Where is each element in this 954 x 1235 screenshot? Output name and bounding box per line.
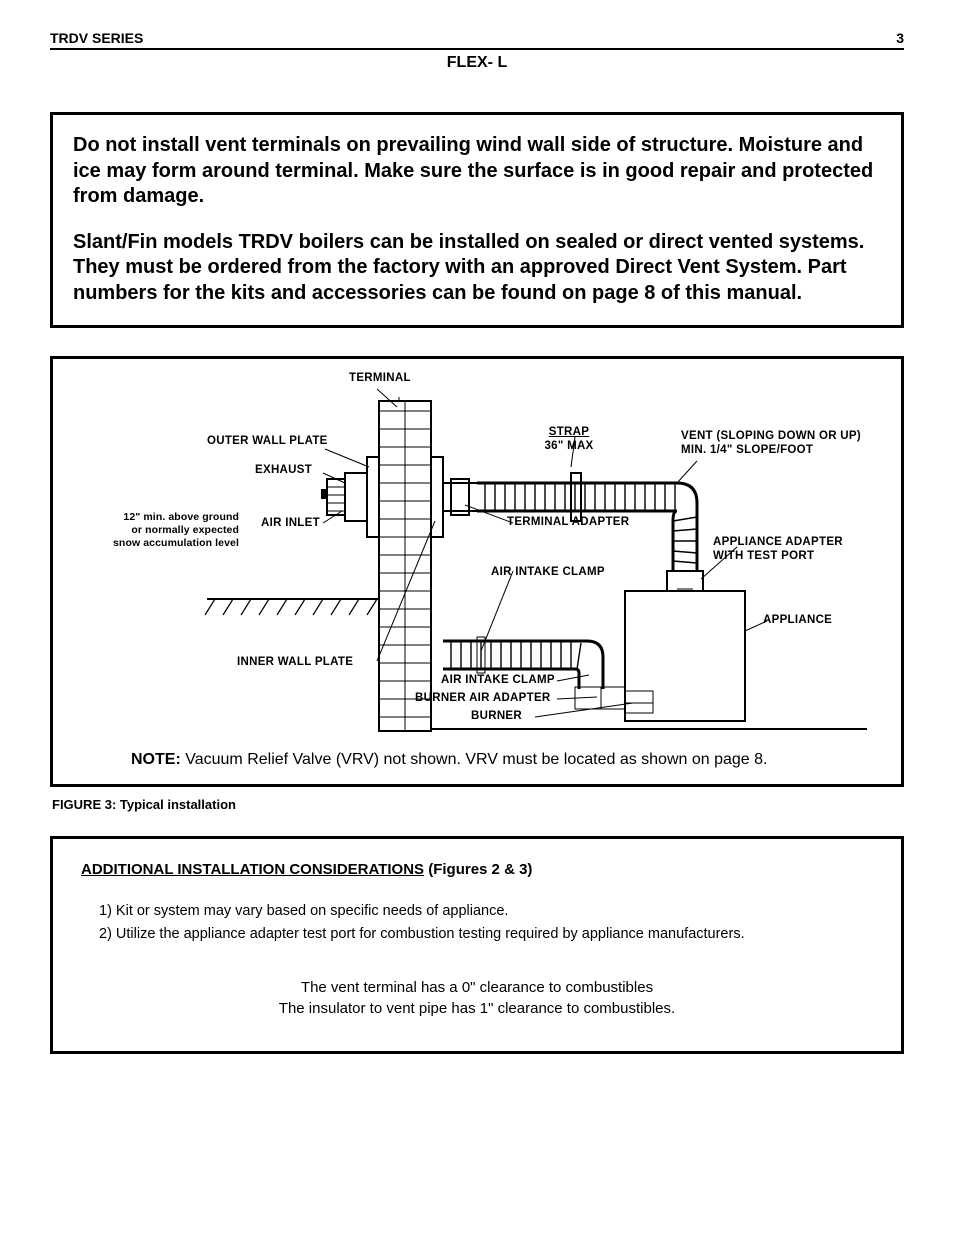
label-exhaust: EXHAUST — [255, 463, 312, 477]
label-terminal: TERMINAL — [349, 371, 411, 385]
label-snow-l1: 12" min. above ground — [123, 511, 239, 523]
notice-box: Do not install vent terminals on prevail… — [50, 112, 904, 328]
label-appliance-adapter-l1: APPLIANCE ADAPTER — [713, 536, 843, 548]
label-vent-slope-l2: MIN. 1/4" SLOPE/FOOT — [681, 444, 813, 456]
considerations-list: 1) Kit or system may vary based on speci… — [99, 900, 873, 945]
considerations-item-1: 1) Kit or system may vary based on speci… — [99, 900, 873, 922]
label-inner-wall-plate: INNER WALL PLATE — [237, 655, 353, 669]
considerations-item-2: 2) Utilize the appliance adapter test po… — [99, 923, 873, 945]
label-strap-sub: 36" MAX — [544, 440, 593, 452]
installation-diagram: TERMINAL OUTER WALL PLATE EXHAUST 12" mi… — [71, 371, 883, 741]
label-snow-l2: or normally expected — [131, 524, 239, 536]
considerations-title: ADDITIONAL INSTALLATION CONSIDERATIONS (… — [81, 861, 873, 878]
label-terminal-adapter: TERMINAL ADAPTER — [507, 515, 629, 529]
figure-note: NOTE: Vacuum Relief Valve (VRV) not show… — [71, 749, 883, 771]
label-air-intake-clamp-2: AIR INTAKE CLAMP — [441, 673, 555, 687]
label-appliance-adapter-l2: WITH TEST PORT — [713, 550, 814, 562]
label-outer-wall-plate: OUTER WALL PLATE — [207, 434, 328, 448]
label-burner-air-adapter: BURNER AIR ADAPTER — [415, 691, 551, 705]
considerations-title-underlined: ADDITIONAL INSTALLATION CONSIDERATIONS — [81, 861, 424, 878]
clearance-line-1: The vent terminal has a 0" clearance to … — [81, 979, 873, 996]
considerations-box: ADDITIONAL INSTALLATION CONSIDERATIONS (… — [50, 836, 904, 1054]
label-snow-l3: snow accumulation level — [113, 537, 239, 549]
series-label: TRDV SERIES — [50, 30, 143, 46]
label-air-inlet: AIR INLET — [261, 516, 320, 530]
figure-note-label: NOTE: — [131, 751, 181, 768]
figure-box: TERMINAL OUTER WALL PLATE EXHAUST 12" mi… — [50, 356, 904, 788]
page-number: 3 — [896, 30, 904, 46]
clearance-line-2: The insulator to vent pipe has 1" cleara… — [81, 1000, 873, 1017]
label-strap: STRAP — [549, 426, 589, 438]
figure-note-text: Vacuum Relief Valve (VRV) not shown. VRV… — [185, 751, 767, 768]
label-vent-slope-l1: VENT (SLOPING DOWN OR UP) — [681, 430, 861, 442]
notice-paragraph-1: Do not install vent terminals on prevail… — [73, 133, 881, 210]
notice-paragraph-2: Slant/Fin models TRDV boilers can be ins… — [73, 230, 881, 307]
label-burner: BURNER — [471, 709, 522, 723]
page-header: TRDV SERIES 3 — [50, 30, 904, 50]
figure-caption: FIGURE 3: Typical installation — [52, 797, 904, 812]
label-appliance: APPLIANCE — [763, 613, 832, 627]
label-air-intake-clamp-1: AIR INTAKE CLAMP — [491, 565, 605, 579]
page: TRDV SERIES 3 FLEX- L Do not install ven… — [0, 0, 954, 1114]
considerations-title-suffix: (Figures 2 & 3) — [424, 861, 532, 878]
subheader: FLEX- L — [50, 54, 904, 72]
